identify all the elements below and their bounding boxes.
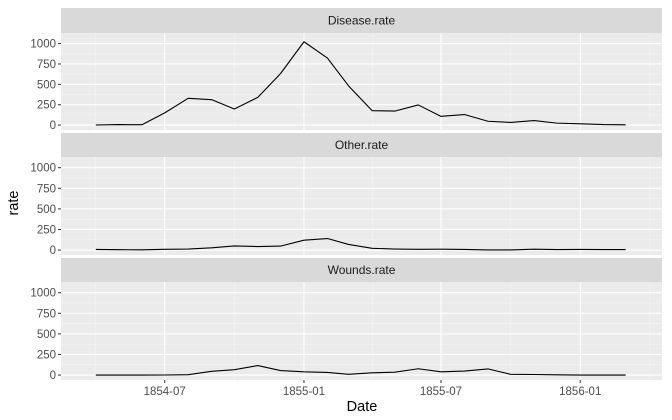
y-tick-label: 0 bbox=[50, 370, 56, 382]
y-tick-label: 750 bbox=[37, 59, 56, 71]
facet-strip bbox=[61, 258, 662, 282]
facet-panel: Disease.rate 0 250 500 750 1000 bbox=[30, 8, 662, 132]
facet-strip-label: Wounds.rate bbox=[328, 263, 396, 277]
y-tick-label: 1000 bbox=[30, 39, 56, 51]
x-tick-label: 1854-07 bbox=[144, 386, 186, 398]
y-tick-label: 500 bbox=[37, 204, 56, 216]
x-axis-title: Date bbox=[347, 399, 378, 415]
y-tick-label: 500 bbox=[37, 329, 56, 341]
facet-strip bbox=[61, 133, 662, 157]
facet-strip bbox=[61, 8, 662, 33]
y-tick-label: 250 bbox=[37, 224, 56, 236]
x-tick-label: 1856-01 bbox=[559, 386, 601, 398]
facet-strip-label: Other.rate bbox=[335, 138, 389, 152]
y-tick-label: 1000 bbox=[30, 163, 56, 175]
panel-background bbox=[61, 33, 662, 130]
y-tick-label: 750 bbox=[37, 183, 56, 195]
y-tick-label: 1000 bbox=[30, 288, 56, 300]
y-tick-label: 250 bbox=[37, 100, 56, 112]
y-tick-label: 0 bbox=[50, 245, 56, 257]
facet-panel: Other.rate 0 250 500 750 1000 bbox=[30, 133, 662, 257]
x-tick-label: 1855-01 bbox=[283, 386, 325, 398]
y-tick-label: 500 bbox=[37, 79, 56, 91]
series-line-wounds-rate bbox=[95, 364, 626, 376]
x-axis: 1854-07 1855-01 1855-07 1856-01 bbox=[144, 380, 601, 398]
panel-background bbox=[61, 157, 662, 255]
series-line-other-rate bbox=[95, 237, 626, 251]
panel-background bbox=[61, 282, 662, 380]
y-axis-title: rate bbox=[6, 191, 22, 216]
y-tick-label: 750 bbox=[37, 308, 56, 320]
facet-panel: Wounds.rate 0 250 500 750 1000 bbox=[30, 258, 662, 382]
x-tick-label: 1855-07 bbox=[420, 386, 462, 398]
series-line-disease-rate bbox=[95, 41, 626, 126]
facet-strip-label: Disease.rate bbox=[328, 14, 396, 28]
y-tick-label: 0 bbox=[50, 120, 56, 132]
y-tick-label: 250 bbox=[37, 349, 56, 361]
